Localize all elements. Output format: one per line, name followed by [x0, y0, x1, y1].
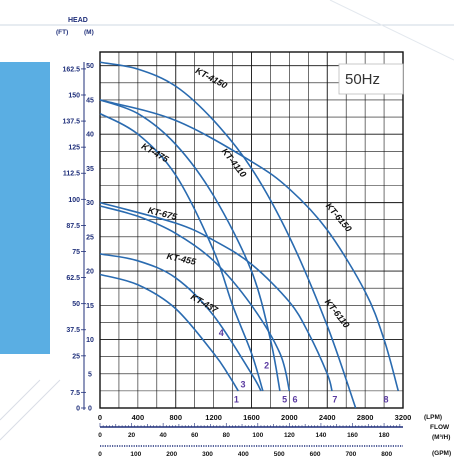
blue-side-band: [0, 62, 50, 354]
x-tick-label-lpm: 0: [98, 413, 102, 422]
x-tick-label-gpm: 200: [166, 451, 177, 458]
y-tick-label-m: 0: [88, 406, 92, 413]
frequency-box: [338, 63, 404, 95]
x-tick-label-m3h: 180: [379, 432, 390, 439]
x-tick-label-lpm: 2000: [281, 413, 298, 422]
x-tick-label-lpm: 1200: [205, 413, 222, 422]
x-tick-label-m3h: 0: [98, 432, 102, 439]
y-tick-label-m: 45: [86, 97, 94, 104]
x-tick-label-m3h: 80: [223, 432, 231, 439]
y-tick-label-m: 35: [86, 166, 94, 173]
y-tick-label-m: 50: [86, 63, 94, 70]
curve-kt-437: [99, 273, 239, 392]
y-tick-label-ft: 87.5: [66, 223, 80, 230]
curve-kt-675: [99, 205, 291, 392]
y-axis-unit-ft: (FT): [56, 29, 68, 36]
x-tick-label-m3h: 100: [252, 432, 263, 439]
x-tick-label-lpm: 800: [169, 413, 182, 422]
x-tick-label-m3h: 160: [347, 432, 358, 439]
curve-marker-6: 6: [293, 395, 298, 405]
y-tick-label-m: 25: [86, 234, 94, 241]
x-tick-label-gpm: 800: [381, 451, 392, 458]
curve-marker-7: 7: [332, 395, 337, 405]
curve-marker-1: 1: [234, 395, 239, 405]
curve-kt-475: [99, 112, 264, 392]
x-tick-label-gpm: 300: [202, 451, 213, 458]
chart-ticks: 0510152025303540455007.52537.55062.57587…: [62, 62, 411, 458]
curve-marker-4: 4: [219, 328, 224, 338]
curve-marker-3: 3: [240, 379, 245, 389]
x-tick-label-m3h: 40: [160, 432, 168, 439]
y-tick-label-ft: 112.5: [63, 171, 80, 178]
x-tick-label-lpm: 400: [132, 413, 145, 422]
curve-kt-455: [99, 253, 262, 392]
x-tick-label-lpm: 2800: [357, 413, 374, 422]
curve-marker-8: 8: [383, 395, 388, 405]
y-tick-label-m: 30: [86, 200, 94, 207]
chart-curves: [99, 61, 400, 409]
x-tick-label-m3h: 140: [316, 432, 327, 439]
curve-kt-6150: [99, 99, 400, 392]
y-axis-unit-m: (M): [84, 29, 94, 36]
x-unit-lpm: (LPM): [424, 414, 442, 421]
y-tick-label-m: 10: [86, 337, 94, 344]
x-tick-label-m3h: 60: [191, 432, 199, 439]
y-tick-label-ft: 75: [72, 249, 80, 256]
y-tick-label-m: 15: [86, 303, 94, 310]
x-unit-gpm: (GPM): [432, 450, 451, 457]
y-tick-label-ft: 50: [72, 301, 80, 308]
x-tick-label-lpm: 3200: [395, 413, 412, 422]
curve-marker-2: 2: [264, 360, 269, 370]
x-tick-label-lpm: 1600: [243, 413, 260, 422]
y-tick-label-ft: 150: [68, 92, 80, 99]
y-tick-label-ft: 37.5: [66, 327, 80, 334]
x-tick-label-gpm: 100: [130, 451, 141, 458]
y-axis-title: HEAD: [68, 17, 88, 24]
x-axis-title: FLOW: [430, 424, 450, 431]
x-tick-label-lpm: 2400: [319, 413, 336, 422]
y-tick-label-ft: 62.5: [66, 275, 80, 282]
plot-frame: [99, 51, 404, 409]
y-tick-label-ft: 137.5: [62, 119, 80, 126]
x-unit-m3h: (M³/H): [432, 434, 450, 441]
y-tick-label-ft: 7.5: [70, 390, 80, 397]
x-tick-label-gpm: 500: [274, 451, 285, 458]
curve-kt-4110: [99, 99, 281, 392]
y-tick-label-m: 20: [86, 269, 94, 276]
x-tick-label-m3h: 20: [128, 432, 136, 439]
y-tick-label-ft: 162.5: [62, 66, 80, 73]
y-tick-label-ft: 0: [76, 406, 80, 413]
y-tick-label-m: 5: [88, 371, 92, 378]
y-tick-label-ft: 125: [68, 145, 80, 152]
frequency-label: 50Hz: [345, 71, 380, 88]
y-tick-label-ft: 25: [72, 353, 80, 360]
x-tick-label-gpm: 0: [98, 451, 102, 458]
curve-kt-6110: [99, 201, 333, 392]
x-tick-label-gpm: 700: [345, 451, 356, 458]
x-tick-label-gpm: 400: [238, 451, 249, 458]
plot-area: [98, 52, 404, 408]
x-tick-label-gpm: 600: [310, 451, 321, 458]
x-tick-label-m3h: 120: [284, 432, 295, 439]
curve-marker-5: 5: [282, 395, 287, 405]
y-tick-label-ft: 100: [68, 197, 80, 204]
y-tick-label-m: 40: [86, 132, 94, 139]
